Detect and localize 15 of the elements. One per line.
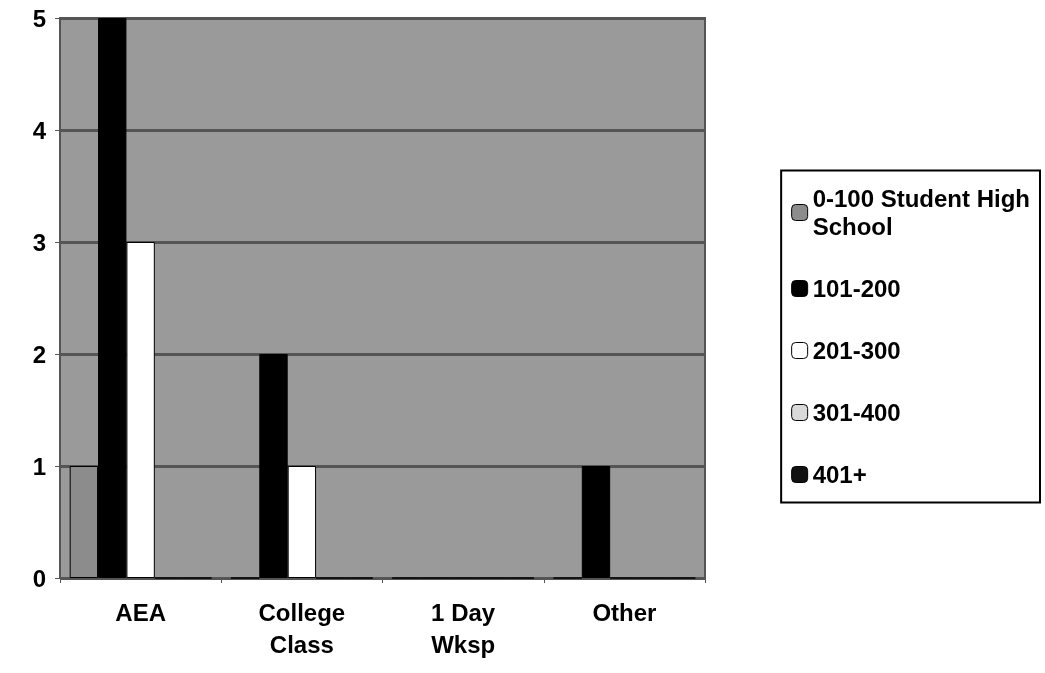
y-tick-label: 4 — [32, 116, 47, 144]
y-tick-label: 1 — [32, 452, 46, 480]
x-tick-label: 1 Day Wksp — [431, 598, 496, 658]
legend-label: 101-200 — [812, 275, 901, 302]
y-tick-label: 5 — [32, 4, 46, 32]
y-tick-label: 2 — [32, 340, 46, 368]
legend-label: 201-300 — [812, 337, 901, 364]
legend-label: 0-100 Student High School — [812, 185, 1030, 240]
x-tick-label: AEA — [115, 598, 166, 626]
legend-label: 301-400 — [812, 399, 901, 426]
y-tick-label: 3 — [32, 228, 46, 256]
y-tick-label: 0 — [32, 564, 46, 592]
x-tick-label: College Class — [258, 598, 346, 658]
x-tick-label: Other — [592, 598, 657, 626]
legend-label: 401+ — [812, 461, 867, 488]
